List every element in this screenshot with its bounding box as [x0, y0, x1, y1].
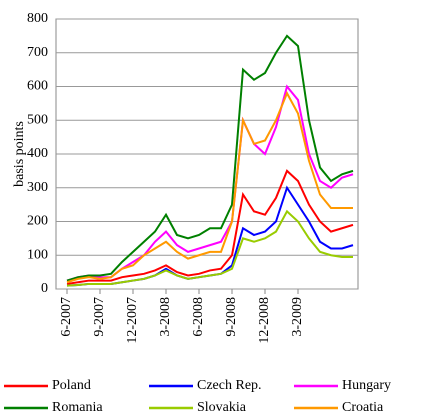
legend-label: Poland: [52, 378, 91, 393]
series-line: [66, 169, 354, 285]
x-tick-label: 6-2008: [191, 297, 206, 337]
y-tick-label: 600: [27, 79, 48, 94]
y-tick-label: 100: [27, 247, 48, 262]
x-tick-label: 9-2007: [92, 297, 107, 337]
y-tick-label: 800: [27, 11, 48, 26]
legend-label: Croatia: [342, 400, 384, 415]
y-tick-label: 400: [27, 146, 48, 161]
y-tick-label: 500: [27, 112, 48, 127]
x-tick-label: 12-2007: [125, 297, 140, 344]
legend-label: Slovakia: [197, 400, 247, 415]
x-tick-label: 9-2008: [224, 297, 239, 337]
y-tick-label: 0: [41, 281, 48, 296]
y-tick-label: 200: [27, 214, 48, 229]
series-line: [66, 209, 353, 287]
x-tick-label: 3-2008: [158, 297, 173, 337]
y-tick-label: 700: [27, 45, 48, 60]
legend-label: Hungary: [342, 378, 391, 393]
legend-label: Romania: [52, 400, 103, 415]
x-tick-label: 12-2008: [257, 297, 272, 344]
x-tick-label: 3-2009: [290, 297, 305, 337]
series-line: [66, 90, 353, 284]
legend-label: Czech Rep.: [197, 378, 262, 393]
y-tick-label: 300: [27, 180, 48, 195]
y-axis-label: basis points: [12, 121, 27, 187]
x-tick-label: 6-2007: [59, 297, 74, 337]
series-line: [66, 34, 354, 282]
